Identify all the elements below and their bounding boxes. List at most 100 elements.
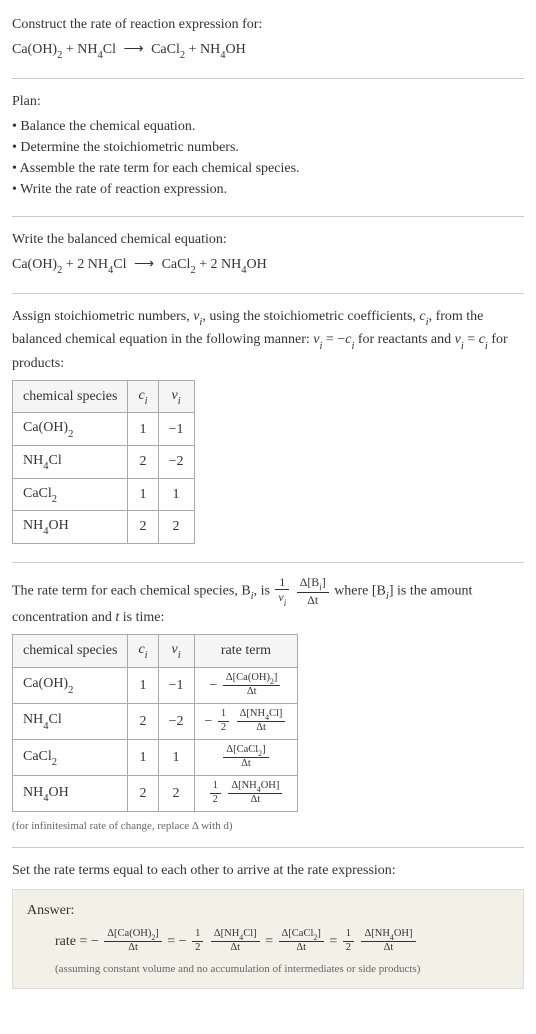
answer-label: Answer: xyxy=(27,900,509,921)
reaction-arrow-icon: ⟶ xyxy=(123,35,143,66)
col-species: chemical species xyxy=(13,634,128,667)
text: The rate term for each chemical species,… xyxy=(12,583,251,598)
subscript: i xyxy=(426,317,429,328)
cell-rateterm: − 12 Δ[NH4Cl] Δt xyxy=(194,703,298,739)
cell-ci: 1 xyxy=(128,739,158,775)
cell-ci: 1 xyxy=(128,667,158,703)
c: c xyxy=(479,332,485,347)
intro-equation: Ca(OH)2 + NH4Cl ⟶ CaCl2 + NH4OH xyxy=(12,35,524,66)
text: = − xyxy=(322,332,345,347)
divider xyxy=(12,293,524,294)
subscript: i xyxy=(485,341,488,352)
species: CaCl xyxy=(162,257,191,272)
subscript: i xyxy=(461,341,464,352)
cell-nui: 2 xyxy=(158,775,194,811)
table-row: Ca(OH)2 1 −1 − Δ[Ca(OH)2] Δt xyxy=(13,667,298,703)
c: c xyxy=(419,309,425,324)
rateterm-table: chemical species ci νi rate term Ca(OH)2… xyxy=(12,634,298,812)
subscript: 4 xyxy=(98,50,103,61)
table-row: Ca(OH)2 1 −1 xyxy=(13,413,195,446)
fraction: Δ[Ca(OH)2] Δt xyxy=(104,928,162,955)
cell-nui: −1 xyxy=(158,413,194,446)
species: NH xyxy=(221,257,241,272)
table-row: CaCl2 1 1 Δ[CaCl2] Δt xyxy=(13,739,298,775)
plus: + xyxy=(199,257,210,272)
plan-item: Balance the chemical equation. xyxy=(12,116,524,137)
plus: + xyxy=(66,42,77,57)
coef-fraction: 12 xyxy=(343,928,354,954)
cell-rateterm: Δ[CaCl2] Δt xyxy=(194,739,298,775)
balanced-title: Write the balanced chemical equation: xyxy=(12,229,524,250)
species: NH xyxy=(200,42,220,57)
reaction-arrow-icon: ⟶ xyxy=(134,250,154,281)
text: for reactants and xyxy=(354,332,454,347)
cell-ci: 2 xyxy=(128,703,158,739)
subscript: 4 xyxy=(220,50,225,61)
species: Ca(OH) xyxy=(12,42,57,57)
nu: ν xyxy=(455,332,461,347)
text: = xyxy=(464,332,479,347)
table-row: NH4OH 2 2 12 Δ[NH4OH] Δt xyxy=(13,775,298,811)
fraction: Δ[Bi] Δt xyxy=(297,575,329,607)
cell-species: Ca(OH)2 xyxy=(13,413,128,446)
fraction: Δ[NH4Cl] Δt xyxy=(211,928,260,955)
setequal-section: Set the rate terms equal to each other t… xyxy=(12,854,524,995)
cell-species: CaCl2 xyxy=(13,478,128,511)
table-row: NH4Cl 2 −2 xyxy=(13,445,195,478)
species: OH xyxy=(246,257,266,272)
balanced-equation: Ca(OH)2 + 2 NH4Cl ⟶ CaCl2 + 2 NH4OH xyxy=(12,250,524,281)
species: Ca(OH) xyxy=(12,257,57,272)
subscript: i xyxy=(199,317,202,328)
cell-ci: 2 xyxy=(128,775,158,811)
cell-species: NH4OH xyxy=(13,775,128,811)
cell-species: CaCl2 xyxy=(13,739,128,775)
intro-line: Construct the rate of reaction expressio… xyxy=(12,14,524,35)
col-nui: νi xyxy=(158,380,194,413)
divider xyxy=(12,216,524,217)
coef-fraction: 12 xyxy=(192,928,203,954)
species: CaCl xyxy=(151,42,180,57)
cell-rateterm: − Δ[Ca(OH)2] Δt xyxy=(194,667,298,703)
rateterm-section: The rate term for each chemical species,… xyxy=(12,569,524,841)
cell-nui: 1 xyxy=(158,739,194,775)
species: NH xyxy=(77,42,97,57)
subscript: i xyxy=(320,341,323,352)
plus: + xyxy=(189,42,200,57)
cell-species: NH4Cl xyxy=(13,445,128,478)
subscript: i xyxy=(351,341,354,352)
rate-label: rate = xyxy=(55,934,91,949)
col-rateterm: rate term xyxy=(194,634,298,667)
fraction: 1 νi xyxy=(275,575,289,607)
table-row: NH4OH 2 2 xyxy=(13,511,195,544)
divider xyxy=(12,78,524,79)
coef: 2 xyxy=(211,257,222,272)
cell-nui: 1 xyxy=(158,478,194,511)
subscript: i xyxy=(251,591,254,602)
plan-item: Determine the stoichiometric numbers. xyxy=(12,137,524,158)
species: Cl xyxy=(103,42,116,57)
col-ci: ci xyxy=(128,634,158,667)
text: Assign stoichiometric numbers, xyxy=(12,309,193,324)
subscript: 4 xyxy=(241,265,246,276)
cell-nui: 2 xyxy=(158,511,194,544)
subscript: 2 xyxy=(190,265,195,276)
stoichiometry-table: chemical species ci νi Ca(OH)2 1 −1 NH4C… xyxy=(12,380,195,544)
table-header-row: chemical species ci νi rate term xyxy=(13,634,298,667)
cell-ci: 1 xyxy=(128,413,158,446)
plan-item: Assemble the rate term for each chemical… xyxy=(12,158,524,179)
subscript: 4 xyxy=(108,265,113,276)
cell-ci: 2 xyxy=(128,445,158,478)
species: Cl xyxy=(113,257,126,272)
col-species: chemical species xyxy=(13,380,128,413)
subscript: 2 xyxy=(180,50,185,61)
cell-nui: −2 xyxy=(158,445,194,478)
cell-ci: 1 xyxy=(128,478,158,511)
col-nui: νi xyxy=(158,634,194,667)
col-ci: ci xyxy=(128,380,158,413)
intro-section: Construct the rate of reaction expressio… xyxy=(12,8,524,72)
coef-fraction: 12 xyxy=(218,708,229,734)
subscript: i xyxy=(386,591,389,602)
cell-species: NH4Cl xyxy=(13,703,128,739)
cell-ci: 2 xyxy=(128,511,158,544)
text: , using the stoichiometric coefficients, xyxy=(202,309,419,324)
